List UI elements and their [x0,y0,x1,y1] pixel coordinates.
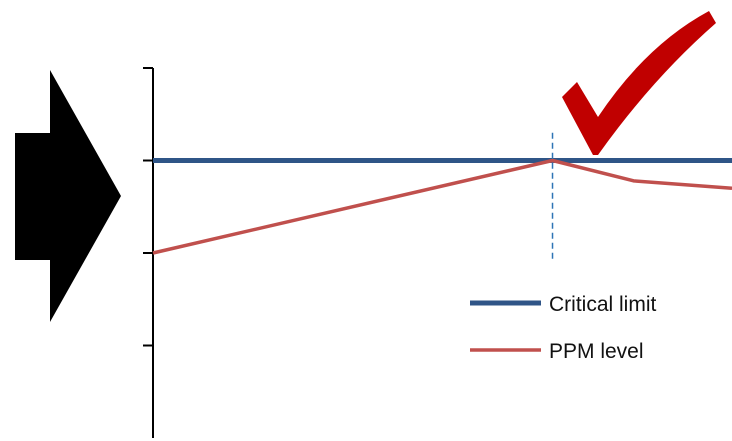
legend-label-ppm-level: PPM level [549,340,644,363]
y-ticks [143,67,153,347]
right-arrow-icon [15,70,121,322]
series-group [152,158,732,255]
y-axis [143,67,154,438]
legend: Critical limit PPM level [470,293,656,363]
legend-entry-ppm-level: PPM level [470,340,644,363]
checkmark-icon [562,11,716,155]
series-line-ppm-level [152,158,732,255]
legend-entry-critical-limit: Critical limit [470,293,656,316]
legend-label-critical-limit: Critical limit [549,293,656,316]
